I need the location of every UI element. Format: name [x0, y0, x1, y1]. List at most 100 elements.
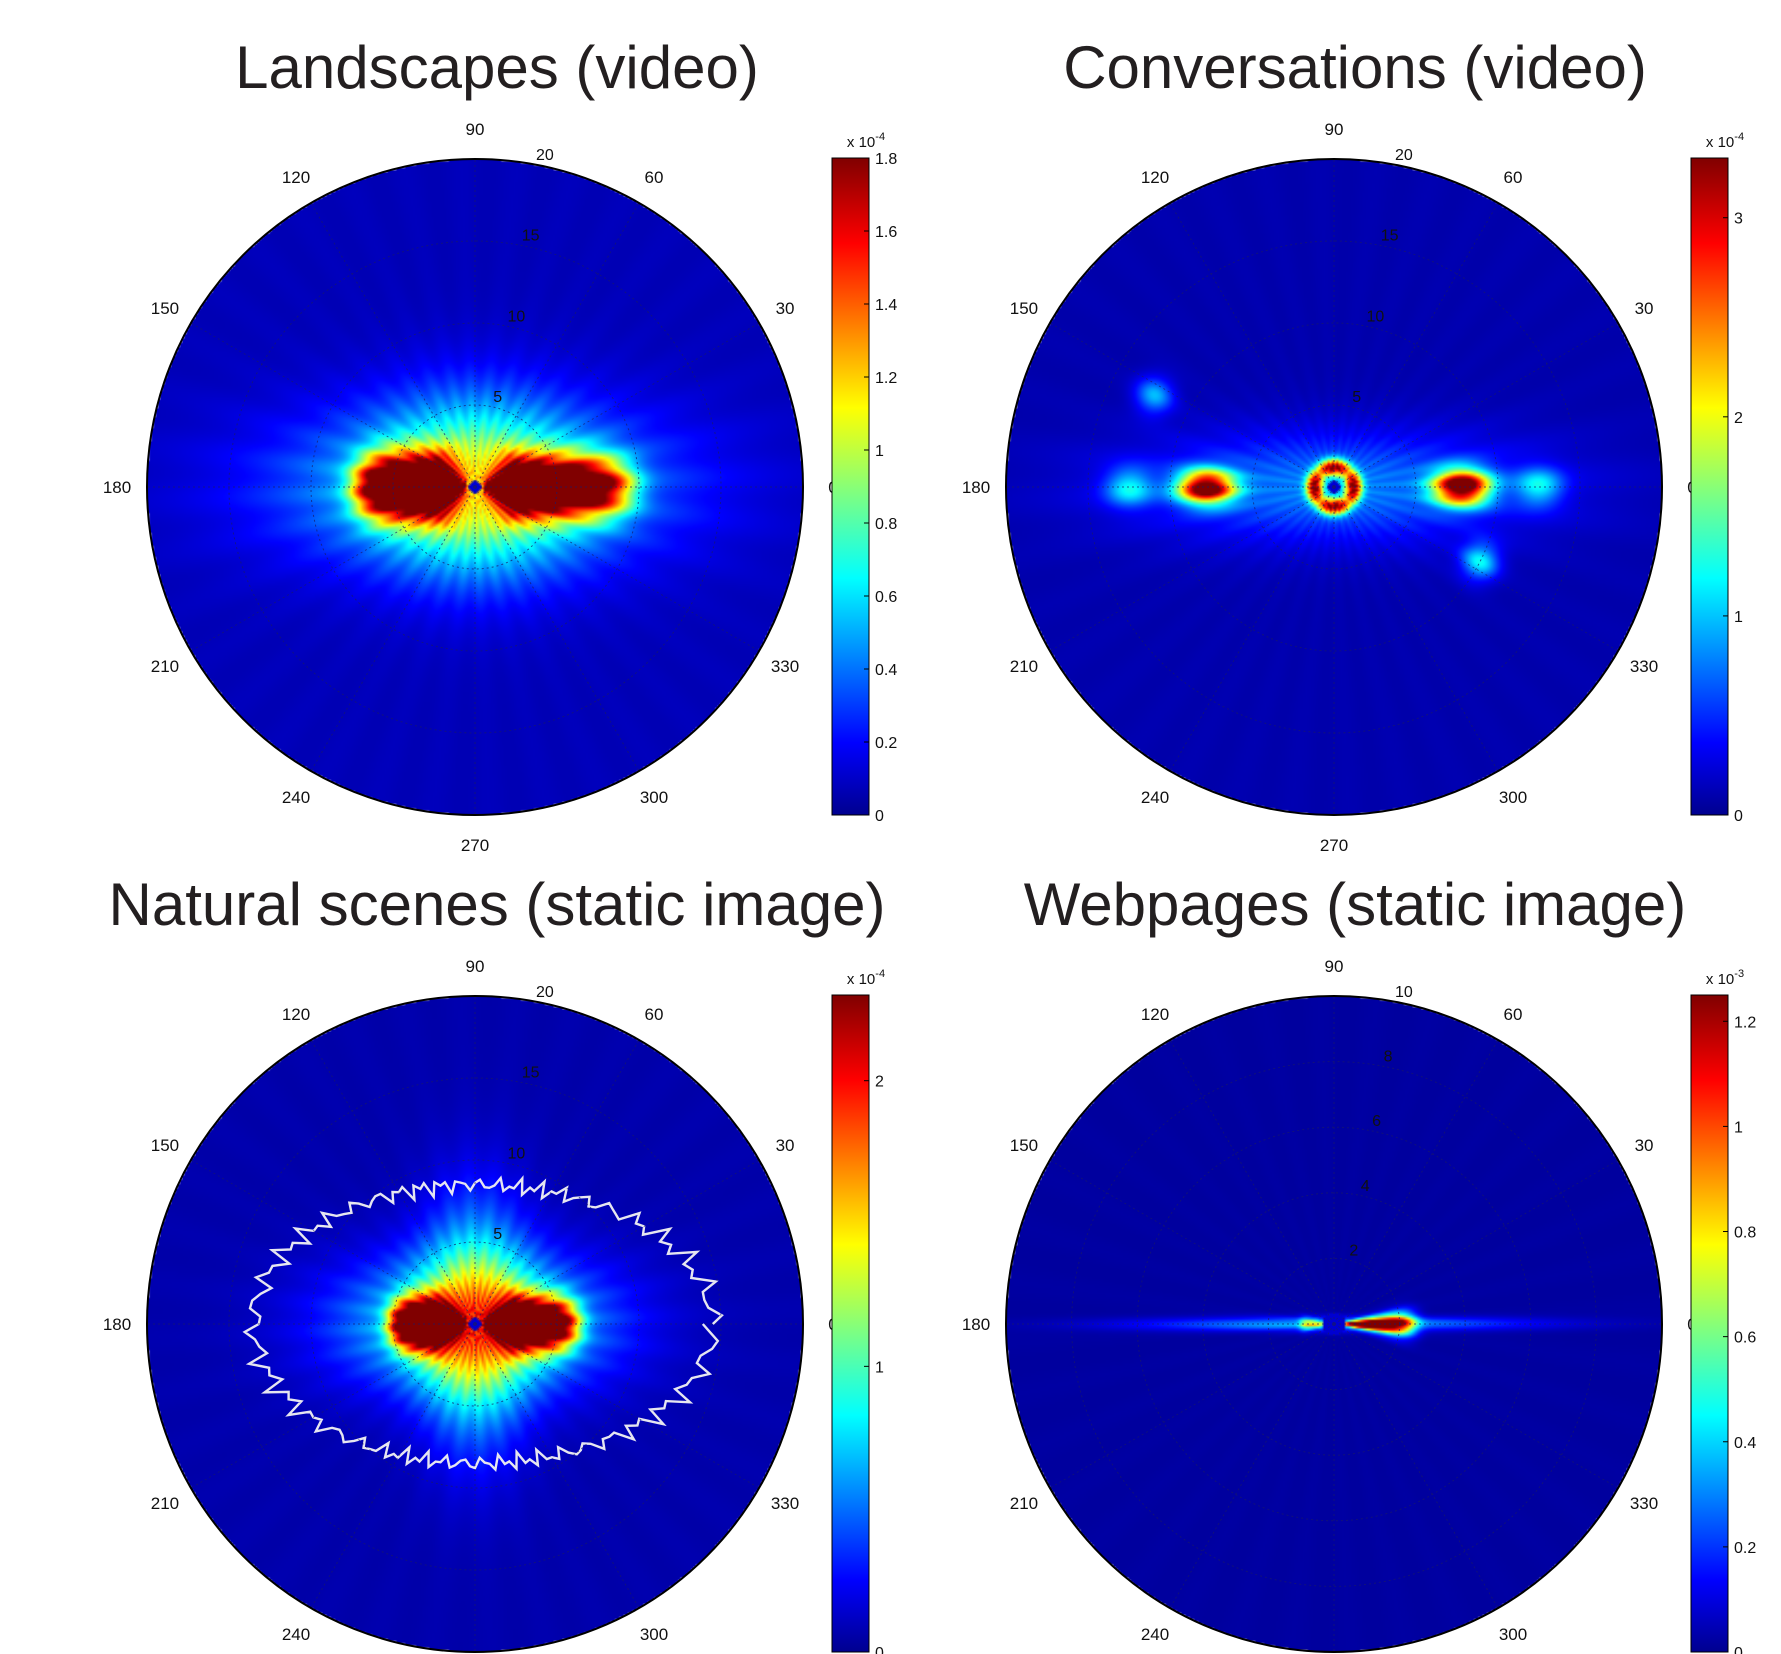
colorbar-multiplier-exponent: -4 [875, 131, 885, 143]
angle-tick-label: 150 [151, 1136, 179, 1155]
colorbar-tick-label: 2 [1734, 410, 1743, 427]
angle-tick-label: 240 [1141, 788, 1169, 807]
colorbar [1690, 157, 1729, 816]
radial-tick-label: 5 [493, 389, 502, 406]
radial-tick-label: 15 [522, 1065, 540, 1082]
radial-tick-label: 10 [1366, 308, 1384, 325]
colorbar-tick-label: 0.6 [1734, 1330, 1756, 1347]
colorbar-multiplier-base: x 10 [847, 134, 875, 151]
angle-tick-label: 210 [1010, 657, 1038, 676]
colorbar-tick-label: 0.2 [875, 735, 897, 752]
grid-ring [228, 1077, 722, 1571]
angle-tick-label: 60 [1504, 168, 1523, 187]
grid-ring [1169, 322, 1499, 652]
angle-tick-label: 330 [771, 657, 799, 676]
angle-tick-label: 240 [282, 788, 310, 807]
colorbar-tick-label: 0 [1734, 808, 1743, 825]
colorbar-multiplier: x 10-3 [1706, 968, 1744, 988]
radial-tick-label: 15 [522, 228, 540, 245]
colorbar-multiplier: x 10-4 [847, 131, 885, 151]
angle-tick-label: 60 [1504, 1005, 1523, 1024]
polar-frame [1005, 158, 1663, 816]
angle-tick-label: 30 [1635, 1136, 1654, 1155]
grid-ring [1267, 1257, 1401, 1391]
grid-ring [1071, 1061, 1597, 1587]
colorbar-multiplier: x 10-4 [847, 968, 885, 988]
colorbar-tick-label: 0.6 [875, 589, 897, 606]
angle-tick-label: 270 [1320, 836, 1348, 855]
angle-tick-label: 330 [1630, 1494, 1658, 1513]
angle-tick-label: 60 [645, 1005, 664, 1024]
radial-tick-label: 10 [1395, 984, 1413, 1001]
angle-tick-label: 180 [103, 1315, 131, 1334]
angle-tick-label: 120 [282, 1005, 310, 1024]
angle-tick-label: 120 [1141, 1005, 1169, 1024]
colorbar-tick-label: 3 [1734, 211, 1743, 228]
colorbar-tick-label: 1 [875, 1359, 884, 1376]
angle-tick-label: 300 [1499, 788, 1527, 807]
radial-tick-label: 4 [1361, 1178, 1370, 1195]
angle-tick-label: 30 [1635, 299, 1654, 318]
radial-tick-label: 10 [507, 308, 525, 325]
colorbar [831, 994, 870, 1653]
angle-tick-label: 180 [962, 478, 990, 497]
angle-tick-label: 210 [1010, 1494, 1038, 1513]
radial-tick-label: 5 [1352, 389, 1361, 406]
angle-tick-label: 180 [962, 1315, 990, 1334]
radial-tick-label: 6 [1372, 1113, 1381, 1130]
angle-tick-label: 330 [771, 1494, 799, 1513]
colorbar-tick-label: 1.6 [875, 224, 897, 241]
angle-tick-label: 330 [1630, 657, 1658, 676]
colorbar-multiplier-base: x 10 [1706, 971, 1734, 988]
angle-tick-label: 150 [151, 299, 179, 318]
panel-2: Conversations (video)9060300330300270240… [962, 34, 1744, 855]
angle-tick-label: 60 [645, 168, 664, 187]
polar-frame [146, 158, 804, 816]
grid-ring [392, 404, 558, 570]
panel-title: Landscapes (video) [235, 34, 759, 101]
radial-tick-label: 20 [536, 147, 554, 164]
angle-tick-label: 210 [151, 657, 179, 676]
grid-ring [310, 322, 640, 652]
radial-tick-label: 2 [1349, 1242, 1358, 1259]
colorbar-tick-label: 1 [1734, 609, 1743, 626]
colorbar-tick-label: 1 [875, 443, 884, 460]
colorbar-tick-label: 0 [875, 808, 884, 825]
colorbar-multiplier-base: x 10 [847, 971, 875, 988]
angle-tick-label: 120 [282, 168, 310, 187]
polar-frame [146, 995, 804, 1653]
angle-tick-label: 210 [151, 1494, 179, 1513]
radial-tick-label: 10 [507, 1145, 525, 1162]
colorbar-tick-label: 0 [875, 1645, 884, 1654]
panel-1: Landscapes (video)9060300330300270240210… [103, 34, 898, 855]
angle-tick-label: 180 [103, 478, 131, 497]
colorbar-tick-label: 0.4 [875, 662, 897, 679]
colorbar-tick-label: 0.4 [1734, 1435, 1756, 1452]
colorbar-multiplier-exponent: -4 [875, 968, 885, 980]
angle-tick-label: 90 [466, 957, 485, 976]
radial-tick-label: 20 [1395, 147, 1413, 164]
panel-title: Natural scenes (static image) [109, 871, 886, 938]
angle-tick-label: 90 [1325, 120, 1344, 139]
panel-title: Webpages (static image) [1024, 871, 1687, 938]
colorbar-tick-label: 1.2 [1734, 1014, 1756, 1031]
angle-tick-label: 150 [1010, 1136, 1038, 1155]
grid-ring [1251, 404, 1417, 570]
panel-title: Conversations (video) [1063, 34, 1647, 101]
angle-tick-label: 30 [776, 1136, 795, 1155]
grid-ring [310, 1159, 640, 1489]
colorbar-tick-label: 0.2 [1734, 1540, 1756, 1557]
colorbar-tick-label: 1.4 [875, 297, 897, 314]
colorbar-multiplier-base: x 10 [1706, 134, 1734, 151]
colorbar-tick-label: 0.8 [1734, 1225, 1756, 1242]
colorbar-multiplier: x 10-4 [1706, 131, 1744, 151]
colorbar-tick-label: 1.2 [875, 370, 897, 387]
angle-tick-label: 300 [640, 1625, 668, 1644]
angle-tick-label: 150 [1010, 299, 1038, 318]
colorbar-tick-label: 0.8 [875, 516, 897, 533]
colorbar-tick-label: 2 [875, 1074, 884, 1091]
angle-tick-label: 300 [640, 788, 668, 807]
panel-3: Natural scenes (static image)90603003303… [103, 871, 886, 1654]
grid-ring [1202, 1192, 1466, 1456]
colorbar-tick-label: 0 [1734, 1645, 1743, 1654]
